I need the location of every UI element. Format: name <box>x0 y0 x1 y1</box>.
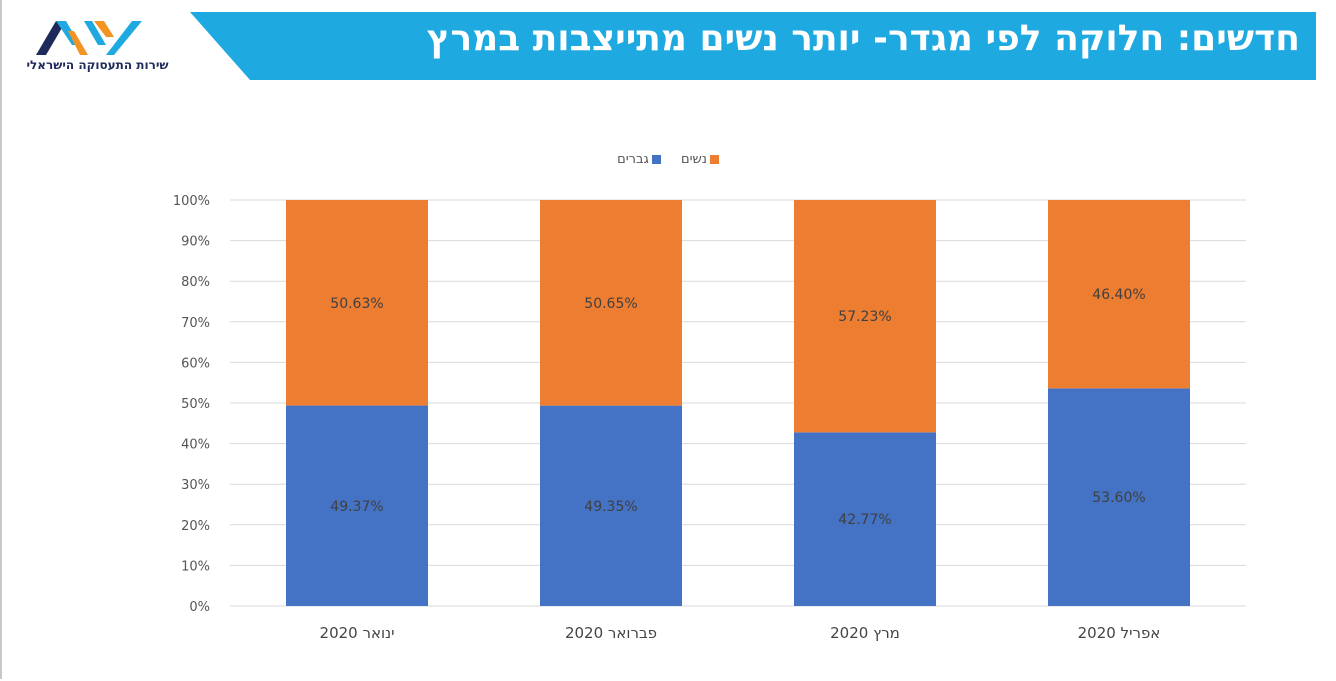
legend-swatch <box>651 155 661 164</box>
y-tick-label: 100% <box>173 194 210 209</box>
data-label: 46.40% <box>1092 287 1145 303</box>
data-label: 49.37% <box>330 499 383 515</box>
page-title: חדשים: חלוקה לפי מגדר- יותר נשים מתייצבו… <box>426 18 1300 59</box>
legend-label: נשים <box>680 152 707 167</box>
x-tick-label: פברואר 2020 <box>565 624 657 642</box>
bar-segment <box>794 432 936 606</box>
y-tick-label: 10% <box>181 559 210 574</box>
y-tick-label: 40% <box>181 438 210 453</box>
data-label: 50.63% <box>330 296 383 312</box>
y-tick-label: 80% <box>181 275 210 290</box>
bar-segment <box>1048 388 1190 606</box>
y-tick-label: 0% <box>189 600 210 615</box>
bar-segment <box>286 405 428 606</box>
data-label: 50.65% <box>584 296 637 312</box>
y-tick-label: 90% <box>181 235 210 250</box>
data-label: 42.77% <box>838 512 891 528</box>
x-tick-label: מרץ 2020 <box>830 624 900 642</box>
legend-item-men: גברים <box>617 152 661 167</box>
chart-legend: נשים גברים <box>0 152 1336 168</box>
x-tick-label: ינואר 2020 <box>320 624 395 642</box>
legend-swatch <box>709 155 719 164</box>
data-label: 53.60% <box>1092 490 1145 506</box>
bar-segment <box>540 200 682 406</box>
y-tick-label: 30% <box>181 478 210 493</box>
data-label: 57.23% <box>838 309 891 325</box>
bar-segment <box>540 405 682 606</box>
x-tick-label: אפריל 2020 <box>1078 624 1161 642</box>
legend-item-women: נשים <box>681 152 719 167</box>
logo-text: שירות התעסוקה הישראלי <box>26 58 169 72</box>
logo <box>36 21 142 55</box>
title-banner <box>190 12 1316 80</box>
bar-segment <box>1048 200 1190 389</box>
y-tick-label: 60% <box>181 356 210 371</box>
y-tick-label: 50% <box>181 397 210 412</box>
legend-label: גברים <box>617 152 649 167</box>
bar-segment <box>286 200 428 406</box>
y-tick-label: 20% <box>181 519 210 534</box>
data-label: 49.35% <box>584 499 637 515</box>
y-tick-label: 70% <box>181 316 210 331</box>
bar-segment <box>794 200 936 433</box>
